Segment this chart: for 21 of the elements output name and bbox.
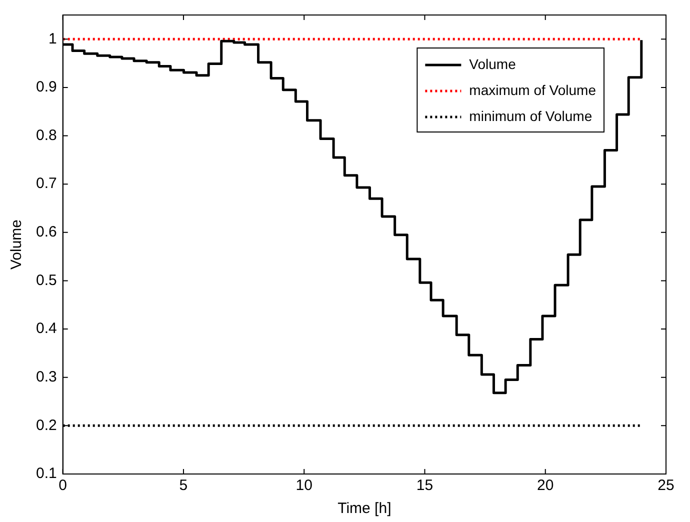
y-axis-title: Volume [8, 219, 26, 270]
x-axis-title: Time [h] [338, 500, 392, 518]
y-tick-label: 0.6 [36, 224, 57, 241]
x-tick-label: 0 [58, 477, 68, 494]
legend-label: maximum of Volume [469, 82, 596, 98]
x-tick-label: 10 [296, 477, 312, 494]
legend-label: Volume [469, 56, 516, 72]
x-tick-label: 5 [179, 477, 188, 494]
x-tick-label: 20 [537, 477, 554, 494]
y-tick-label: 0.5 [36, 272, 57, 289]
y-tick-label: 0.3 [36, 368, 57, 386]
x-tick-label: 25 [658, 477, 674, 494]
legend-label: minimum of Volume [469, 108, 592, 124]
y-tick-label: 1 [48, 30, 57, 48]
y-tick-label: 0.9 [36, 78, 57, 96]
y-tick-label: 0.7 [36, 175, 57, 192]
y-tick-label: 0.4 [36, 320, 57, 338]
y-tick-label: 0.8 [36, 126, 57, 144]
x-tick-label: 15 [416, 477, 434, 494]
y-tick-label: 0.2 [36, 416, 57, 434]
y-tick-label: 0.1 [36, 465, 57, 482]
